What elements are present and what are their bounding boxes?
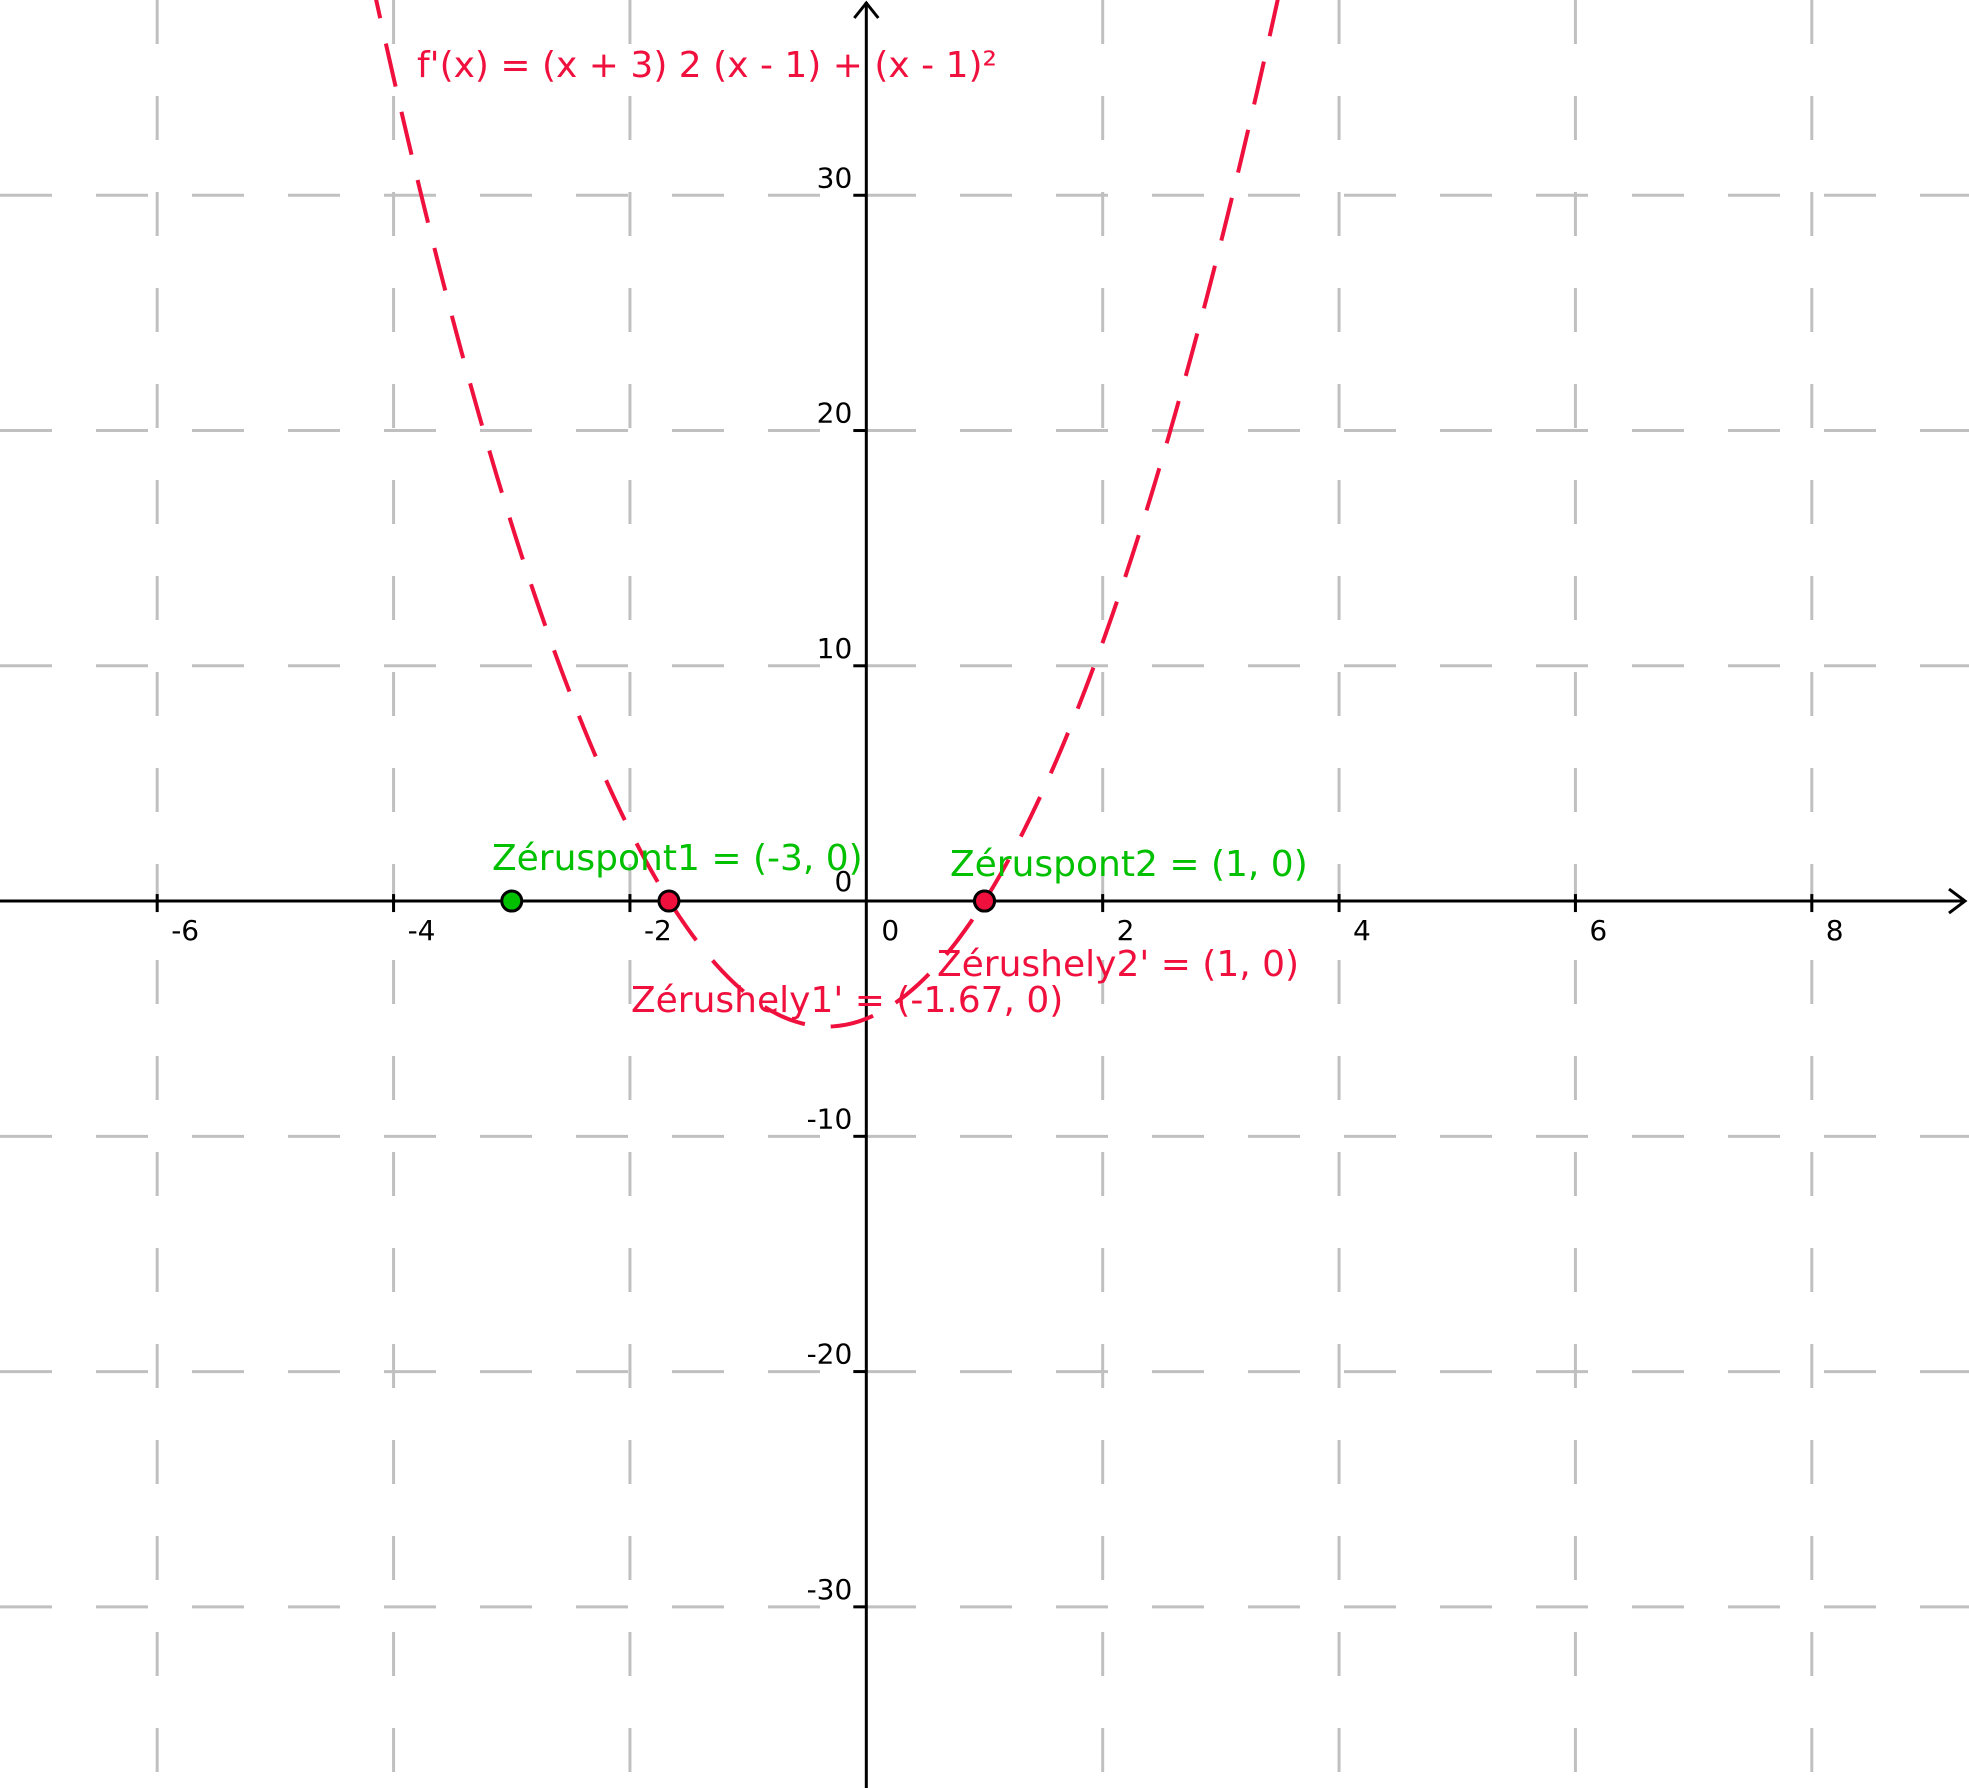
fprime-curve — [374, 0, 1280, 1029]
y-tick-label: 0 — [834, 865, 852, 898]
y-tick-label: -10 — [807, 1102, 853, 1135]
y-axis-arrow — [853, 0, 880, 19]
y-tick-label: 30 — [817, 161, 853, 194]
point-marker — [500, 889, 524, 913]
annotations: f'(x) = (x + 3) 2 (x - 1) + (x - 1)² Zér… — [417, 45, 1308, 1021]
point-label-zeruspont2: Zéruspont2 = (1, 0) — [950, 844, 1308, 885]
y-tick-label: -30 — [807, 1573, 853, 1606]
x-tick-label: 8 — [1826, 914, 1844, 947]
x-tick-label: -4 — [408, 914, 436, 947]
function-label: f'(x) = (x + 3) 2 (x - 1) + (x - 1)² — [417, 45, 997, 86]
x-tick-label: -6 — [171, 914, 199, 947]
point-marker — [657, 889, 681, 913]
x-axis-arrow — [1948, 887, 1968, 915]
point-marker — [973, 889, 996, 913]
y-tick-label: 20 — [817, 397, 853, 430]
curves — [374, 0, 1280, 1029]
x-tick-label: 0 — [881, 914, 899, 947]
point-label-zerushely1: Zérushely1' = (-1.67, 0) — [631, 980, 1063, 1021]
x-tick-label: -2 — [644, 914, 672, 947]
y-tick-label: -20 — [807, 1338, 853, 1371]
points — [500, 889, 996, 913]
x-tick-label: 2 — [1117, 914, 1135, 947]
x-tick-label: 6 — [1589, 914, 1607, 947]
point-label-zerushely2: Zérushely2' = (1, 0) — [937, 944, 1299, 985]
y-tick-label: 10 — [817, 632, 853, 665]
x-tick-label: 4 — [1353, 914, 1371, 947]
point-label-zeruspont1: Zéruspont1 = (-3, 0) — [492, 838, 863, 879]
